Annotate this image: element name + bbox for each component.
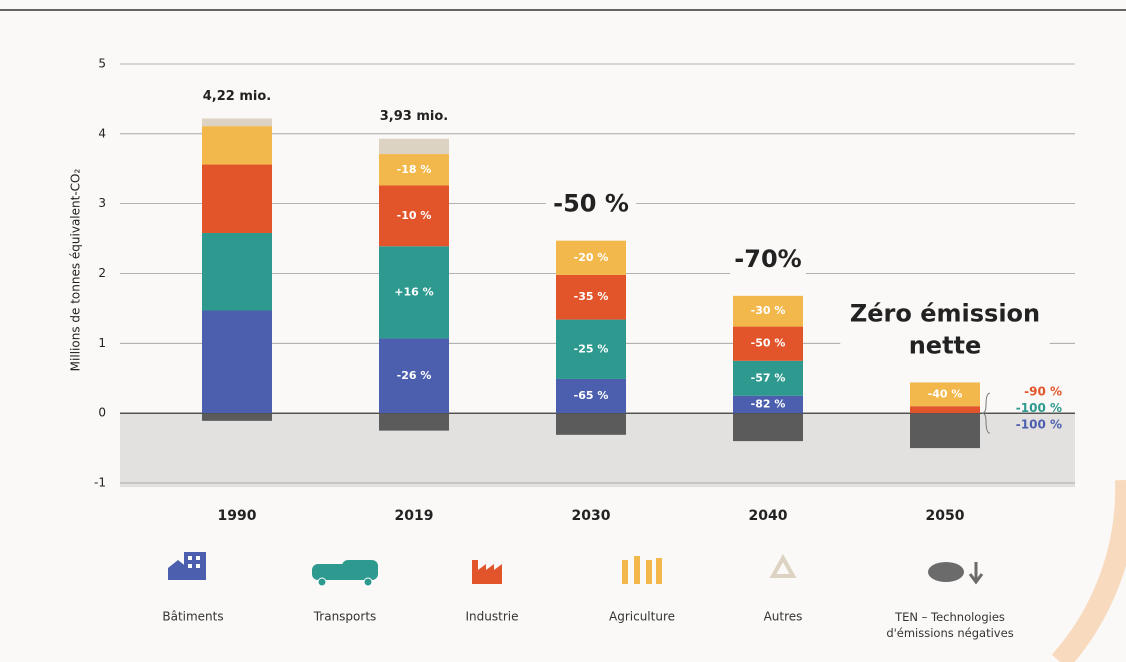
bar-annotation: Zéro émission bbox=[850, 299, 1040, 327]
x-tick-label: 2040 bbox=[749, 508, 788, 524]
bar-segment bbox=[733, 360, 803, 396]
bar-segment bbox=[379, 185, 449, 247]
icon-agriculture bbox=[622, 556, 662, 584]
bar-segment bbox=[556, 240, 626, 275]
value-label: -90 % bbox=[1024, 385, 1062, 399]
value-label: -100 % bbox=[1016, 418, 1062, 432]
y-tick-label: 2 bbox=[98, 266, 106, 280]
bar-segment bbox=[379, 154, 449, 186]
annotation-bg bbox=[730, 241, 806, 278]
bar-segment bbox=[379, 246, 449, 339]
icon-other bbox=[769, 553, 797, 578]
legend-label: Autres bbox=[764, 610, 803, 624]
bar-segment bbox=[556, 319, 626, 379]
plot: -1 0 1 2 3 4 5 Millions de tonnes équivalent-CO… bbox=[69, 56, 1075, 640]
x-tick-label: 2019 bbox=[395, 508, 434, 524]
legend-label: Agriculture bbox=[609, 610, 675, 624]
bar-segment bbox=[733, 326, 803, 361]
bar-segment bbox=[202, 118, 272, 127]
bar-annotation: -70% bbox=[734, 245, 801, 273]
bar-segment bbox=[556, 274, 626, 320]
y-axis-label: Millions de tonnes équivalent-CO₂ bbox=[69, 169, 83, 372]
bar-annotation: 4,22 mio. bbox=[203, 89, 271, 104]
value-label: -57 % bbox=[751, 371, 786, 384]
bar-annotation: -50 % bbox=[553, 190, 629, 218]
bar-annotation: 3,93 mio. bbox=[380, 109, 448, 124]
bar-segment bbox=[379, 138, 449, 155]
bar-segment bbox=[910, 413, 980, 449]
icon-industry bbox=[472, 560, 502, 584]
icon-ten bbox=[928, 562, 984, 585]
y-tick-label: 1 bbox=[98, 336, 106, 350]
y-tick-label: 4 bbox=[98, 126, 106, 140]
legend-label: Industrie bbox=[466, 610, 519, 624]
value-label: -100 % bbox=[1016, 401, 1062, 415]
legend-label: Bâtiments bbox=[162, 610, 223, 624]
bar-segment bbox=[733, 395, 803, 414]
value-label: -50 % bbox=[751, 337, 786, 350]
legend-icons bbox=[168, 552, 984, 587]
bar-segment bbox=[910, 406, 980, 414]
bar-segment bbox=[202, 232, 272, 311]
bar-segment bbox=[556, 413, 626, 435]
bar-segment bbox=[202, 413, 272, 421]
value-label: -25 % bbox=[574, 342, 609, 355]
value-label: +16 % bbox=[394, 285, 433, 298]
value-label: -82 % bbox=[751, 397, 786, 410]
legend-label: TEN – Technologies d'émissions négatives bbox=[886, 610, 1013, 640]
icon-transport bbox=[312, 560, 378, 587]
bar-segment bbox=[202, 310, 272, 414]
value-label: -10 % bbox=[397, 209, 432, 222]
bar-annotation: nette bbox=[909, 331, 982, 359]
decoration bbox=[1051, 480, 1126, 662]
x-tick-label: 1990 bbox=[218, 508, 257, 524]
annotation-bg bbox=[840, 296, 1050, 365]
bar-segment bbox=[910, 382, 980, 407]
bar-segment bbox=[379, 338, 449, 414]
value-label: -40 % bbox=[928, 387, 963, 400]
value-label: -65 % bbox=[574, 389, 609, 402]
bar-segment bbox=[202, 164, 272, 233]
value-label: -20 % bbox=[574, 251, 609, 264]
bracket bbox=[981, 392, 991, 434]
value-label: -35 % bbox=[574, 290, 609, 303]
x-tick-label: 2030 bbox=[572, 508, 611, 524]
y-tick-label: 0 bbox=[98, 406, 106, 420]
value-label: -18 % bbox=[397, 163, 432, 176]
legend-label: Transports bbox=[313, 610, 377, 624]
value-label: -26 % bbox=[397, 369, 432, 382]
annotation-bg bbox=[545, 186, 637, 223]
y-tick-label: 5 bbox=[98, 56, 106, 70]
bar-segment bbox=[556, 378, 626, 414]
y-tick-label: -1 bbox=[94, 476, 106, 490]
value-label: -30 % bbox=[751, 304, 786, 317]
bar-segment bbox=[733, 413, 803, 442]
y-tick-label: 3 bbox=[98, 196, 106, 210]
bar-segment bbox=[379, 413, 449, 431]
icon-buildings bbox=[168, 552, 206, 580]
bar-segment bbox=[733, 295, 803, 327]
bar-segment bbox=[202, 126, 272, 165]
x-tick-label: 2050 bbox=[926, 508, 965, 524]
